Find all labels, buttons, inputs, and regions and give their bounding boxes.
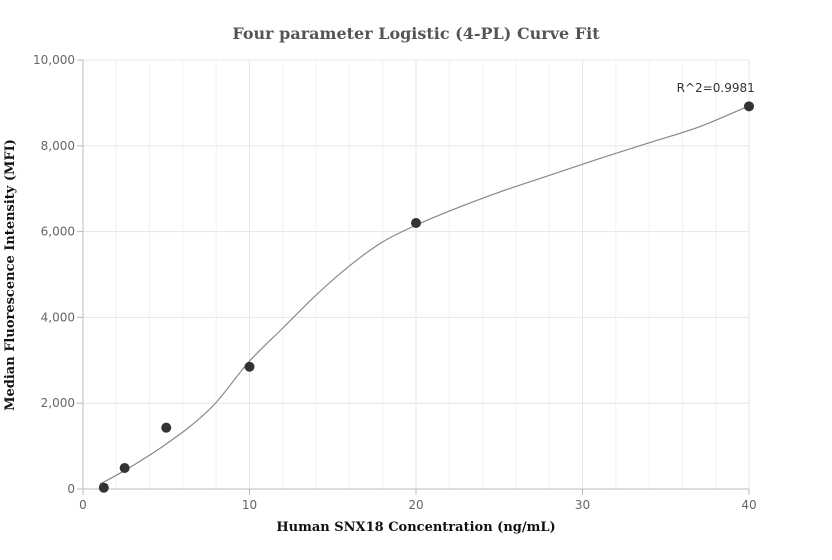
data-point bbox=[744, 101, 754, 112]
y-axis-title: Median Fluorescence Intensity (MFI) bbox=[3, 139, 18, 411]
x-tick-label: 40 bbox=[741, 498, 756, 512]
y-tick-label: 10,000 bbox=[33, 53, 75, 67]
x-tick-label: 20 bbox=[408, 498, 423, 512]
data-point bbox=[119, 462, 130, 473]
data-point bbox=[411, 218, 421, 229]
y-tick-label: 6,000 bbox=[41, 225, 75, 239]
data-point bbox=[98, 482, 109, 493]
data-point bbox=[161, 422, 172, 433]
annotations-layer: R^2=0.9981 bbox=[677, 81, 755, 95]
fit-curve-line bbox=[99, 105, 750, 485]
x-axis-title: Human SNX18 Concentration (ng/mL) bbox=[276, 520, 555, 535]
grid-layer bbox=[83, 59, 750, 489]
ticks-layer: 0 10 20 30 40 0 2,000 4,000 6,000 8,000 10,000 bbox=[33, 53, 757, 512]
r-squared-annotation: R^2=0.9981 bbox=[677, 81, 755, 95]
y-tick-label: 4,000 bbox=[41, 310, 75, 324]
curve-layer bbox=[99, 105, 750, 485]
y-tick-label: 2,000 bbox=[41, 396, 75, 410]
x-tick-label: 10 bbox=[242, 498, 257, 512]
chart-title: Four parameter Logistic (4-PL) Curve Fit bbox=[232, 24, 600, 43]
points-layer bbox=[98, 101, 754, 493]
y-tick-label: 8,000 bbox=[41, 139, 75, 153]
x-tick-label: 30 bbox=[575, 498, 590, 512]
y-tick-label: 0 bbox=[67, 482, 75, 496]
data-point bbox=[244, 361, 255, 372]
x-tick-label: 0 bbox=[79, 498, 87, 512]
